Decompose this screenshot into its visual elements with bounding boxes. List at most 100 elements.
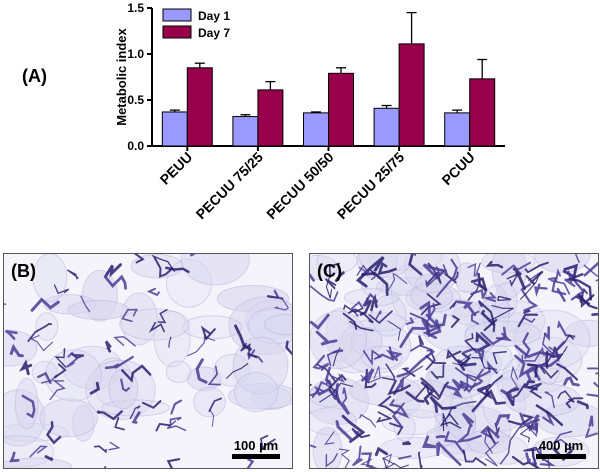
stained-fiber: [18, 359, 33, 376]
stained-fiber: [499, 428, 519, 465]
bar-day-1: [373, 107, 400, 147]
stained-fiber: [492, 351, 507, 365]
stained-fiber: [325, 453, 338, 468]
stained-fiber: [544, 391, 555, 409]
stained-fiber: [523, 446, 544, 461]
stained-fiber: [113, 335, 136, 347]
stained-fiber: [399, 326, 426, 348]
stained-fiber: [402, 441, 411, 446]
stained-fiber: [375, 310, 382, 320]
stained-fiber: [505, 387, 520, 407]
stained-fiber: [166, 420, 187, 432]
stained-fiber: [418, 335, 424, 347]
stained-fiber: [240, 342, 258, 359]
scaffold-pore: [39, 398, 99, 438]
stained-fiber: [545, 350, 549, 369]
stained-fiber: [421, 313, 447, 333]
stained-fiber: [485, 375, 503, 397]
stained-fiber: [377, 395, 396, 414]
stained-fiber: [577, 293, 598, 310]
stained-fiber: [477, 300, 496, 333]
stained-fiber: [464, 333, 478, 354]
scalebar-b-line: [232, 454, 280, 459]
stained-fiber: [517, 416, 538, 437]
stained-fiber: [341, 414, 366, 443]
stained-fiber: [312, 354, 330, 371]
stained-fiber: [9, 343, 24, 358]
stained-fiber: [450, 315, 461, 328]
stained-fiber: [517, 313, 539, 328]
stained-fiber: [46, 421, 62, 445]
scaffold-pore: [165, 360, 192, 384]
stained-fiber: [328, 262, 340, 278]
stained-fiber: [405, 391, 425, 403]
stained-fiber: [557, 319, 576, 338]
stained-fiber: [151, 255, 176, 273]
stained-fiber: [409, 302, 436, 323]
legend-label: Day 7: [198, 26, 230, 40]
stained-fiber: [387, 320, 402, 341]
stained-fiber: [445, 383, 464, 399]
stained-fiber: [506, 272, 520, 288]
stained-fiber: [462, 347, 485, 364]
stained-fiber: [114, 355, 134, 369]
stained-fiber: [343, 304, 364, 314]
stained-fiber: [531, 448, 537, 466]
stained-fiber: [133, 254, 145, 264]
stained-fiber: [511, 455, 540, 468]
stained-fiber: [54, 348, 67, 368]
stained-fiber: [439, 412, 462, 429]
stained-fiber: [475, 360, 498, 383]
y-tick-label: 1.0: [127, 47, 144, 61]
stained-fiber: [500, 388, 513, 399]
stained-fiber: [331, 373, 345, 383]
stained-fiber: [195, 358, 208, 384]
stained-fiber: [443, 271, 459, 284]
stained-fiber: [552, 430, 573, 449]
stained-fiber: [259, 434, 276, 451]
stained-fiber: [121, 308, 139, 323]
scaffold-pore: [343, 288, 400, 307]
stained-fiber: [166, 458, 181, 468]
stained-fiber: [103, 274, 127, 290]
stained-fiber: [369, 269, 381, 281]
scaffold-pore: [310, 407, 357, 436]
stained-fiber: [338, 448, 351, 468]
stained-fiber: [80, 295, 91, 313]
stained-fiber: [410, 344, 433, 352]
stained-fiber: [588, 415, 594, 428]
stained-fiber: [408, 254, 423, 276]
stained-fiber: [398, 455, 412, 460]
stained-fiber: [525, 452, 531, 464]
scaffold-pore: [371, 294, 407, 337]
stained-fiber: [359, 413, 376, 428]
bar-day-7: [257, 89, 284, 147]
stained-fiber: [461, 412, 474, 428]
stained-fiber: [548, 276, 567, 296]
stained-fiber: [470, 272, 488, 292]
stained-fiber: [463, 373, 477, 392]
stained-fiber: [519, 424, 534, 443]
stained-fiber: [324, 278, 337, 290]
stained-fiber: [66, 269, 79, 280]
stained-fiber: [449, 300, 458, 310]
legend-swatch: [162, 8, 192, 22]
micrograph-c-texture: [310, 254, 598, 468]
scalebar-c: 400 µm: [536, 438, 586, 459]
stained-fiber: [310, 285, 339, 302]
stained-fiber: [148, 321, 165, 333]
stained-fiber: [542, 410, 555, 427]
stained-fiber: [351, 429, 360, 437]
stained-fiber: [429, 395, 457, 414]
stained-fiber: [316, 363, 336, 382]
stained-fiber: [146, 287, 160, 297]
stained-fiber: [425, 355, 447, 365]
stained-fiber: [543, 326, 550, 341]
stained-fiber: [362, 292, 379, 307]
stained-fiber: [355, 256, 385, 288]
stained-fiber: [483, 429, 493, 454]
stained-fiber: [246, 458, 255, 468]
stained-fiber: [522, 332, 531, 359]
stained-fiber: [53, 284, 70, 295]
stained-fiber: [417, 451, 423, 468]
